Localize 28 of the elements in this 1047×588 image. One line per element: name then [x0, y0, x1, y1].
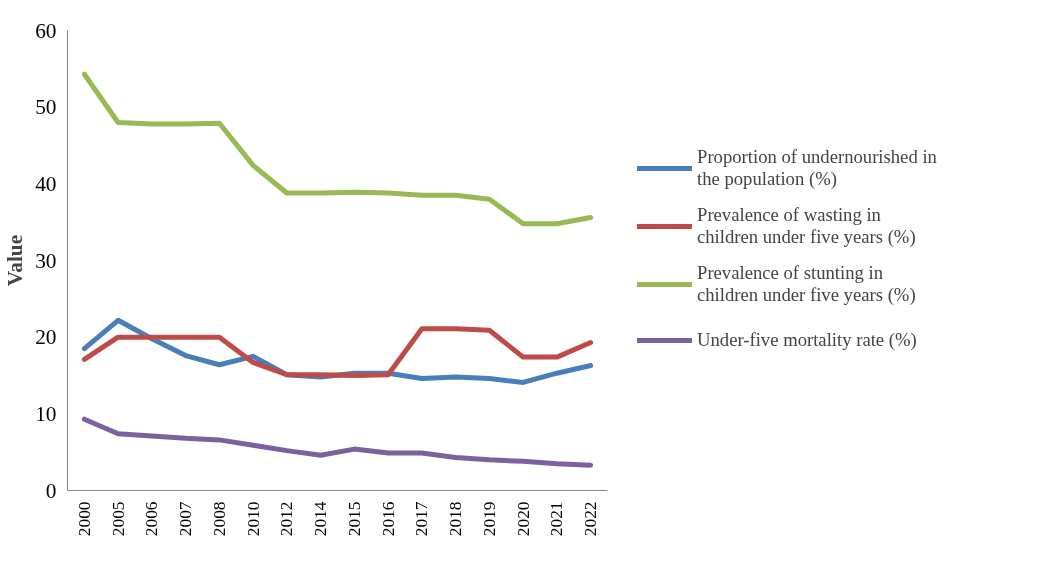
x-tick-label: 2021 [547, 501, 567, 537]
legend-label: Under-five mortality rate (%) [697, 328, 917, 352]
y-tick-label: 40 [35, 171, 57, 196]
y-tick-label: 60 [35, 18, 57, 43]
x-tick-label: 2007 [176, 501, 196, 537]
x-tick-label: 2022 [581, 501, 601, 537]
x-tick-label: 2016 [378, 501, 398, 537]
y-tick-label: 20 [35, 325, 57, 350]
x-tick-label: 2005 [108, 501, 128, 537]
x-tick-label: 2012 [277, 501, 297, 537]
y-tick-label: 10 [35, 401, 57, 426]
x-tick-label: 2019 [479, 501, 499, 537]
legend-label: Prevalence of stunting in children under five years (%) [697, 262, 916, 306]
x-tick-label: 2010 [243, 501, 263, 537]
y-tick-label: 0 [45, 478, 57, 503]
x-tick-label: 2006 [142, 501, 162, 537]
legend-label: Prevalence of wasting in children under five years (%) [697, 204, 916, 248]
x-tick-label: 2018 [446, 501, 466, 537]
x-tick-label: 2014 [311, 501, 331, 537]
x-tick-label: 2015 [344, 501, 364, 537]
x-tick-label: 2017 [412, 501, 432, 537]
legend-label: Proportion of undernourished in the population (%) [697, 146, 937, 190]
y-tick-label: 50 [35, 95, 57, 120]
x-tick-label: 2020 [513, 501, 533, 537]
x-tick-label: 2008 [209, 501, 229, 537]
y-axis-title: Value [3, 234, 28, 287]
x-tick-label: 2000 [74, 501, 94, 537]
y-tick-label: 30 [35, 248, 57, 273]
